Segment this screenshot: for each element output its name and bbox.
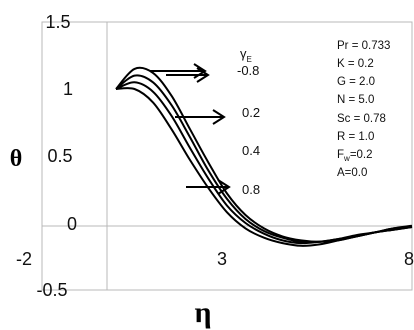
plot-area xyxy=(41,21,413,291)
arrow-3-head xyxy=(217,179,231,195)
param-g: G = 2.0 xyxy=(337,76,375,88)
series-label: 0.2 xyxy=(242,105,260,120)
y-tick-label: 1.5 xyxy=(45,12,70,32)
legend-title-symbol: γ xyxy=(240,46,247,61)
param-r: R = 1.0 xyxy=(337,131,374,143)
param-k: K = 0.2 xyxy=(337,58,374,70)
series-line-2 xyxy=(115,81,413,245)
y-axis-title: θ xyxy=(10,146,23,172)
x-tick-label: -2 xyxy=(16,249,32,269)
series-lines xyxy=(115,66,413,247)
y-tick-label: 1 xyxy=(63,79,73,99)
series-label: -0.8 xyxy=(237,63,259,78)
param-a: A=0.0 xyxy=(337,167,367,179)
series-line-3 xyxy=(115,87,413,247)
y-tick-label: 0.5 xyxy=(47,146,72,166)
x-tick-label: 8 xyxy=(404,249,414,269)
param-sc: Sc = 0.78 xyxy=(337,113,386,125)
param-fw-value: =0.2 xyxy=(350,149,373,161)
series-label: 0.8 xyxy=(242,182,260,197)
arrow-2-head xyxy=(212,109,226,125)
legend-title-subscript: E xyxy=(247,55,252,64)
arrows xyxy=(150,63,231,195)
param-fw: Fw=0.2 xyxy=(337,149,373,163)
y-tick-label: 0 xyxy=(67,214,77,234)
param-n: N = 5.0 xyxy=(337,94,374,106)
param-fw-subscript: w xyxy=(343,154,350,163)
x-axis-title: η xyxy=(194,296,211,329)
param-fw-symbol: F xyxy=(337,149,344,161)
x-tick-label: 3 xyxy=(217,249,227,269)
series-label: 0.4 xyxy=(242,143,260,158)
legend-title: γE xyxy=(240,46,252,64)
param-pr: Pr = 0.733 xyxy=(337,40,390,52)
y-tick-label: -0.5 xyxy=(36,280,67,300)
arrow-1-head xyxy=(196,67,210,83)
